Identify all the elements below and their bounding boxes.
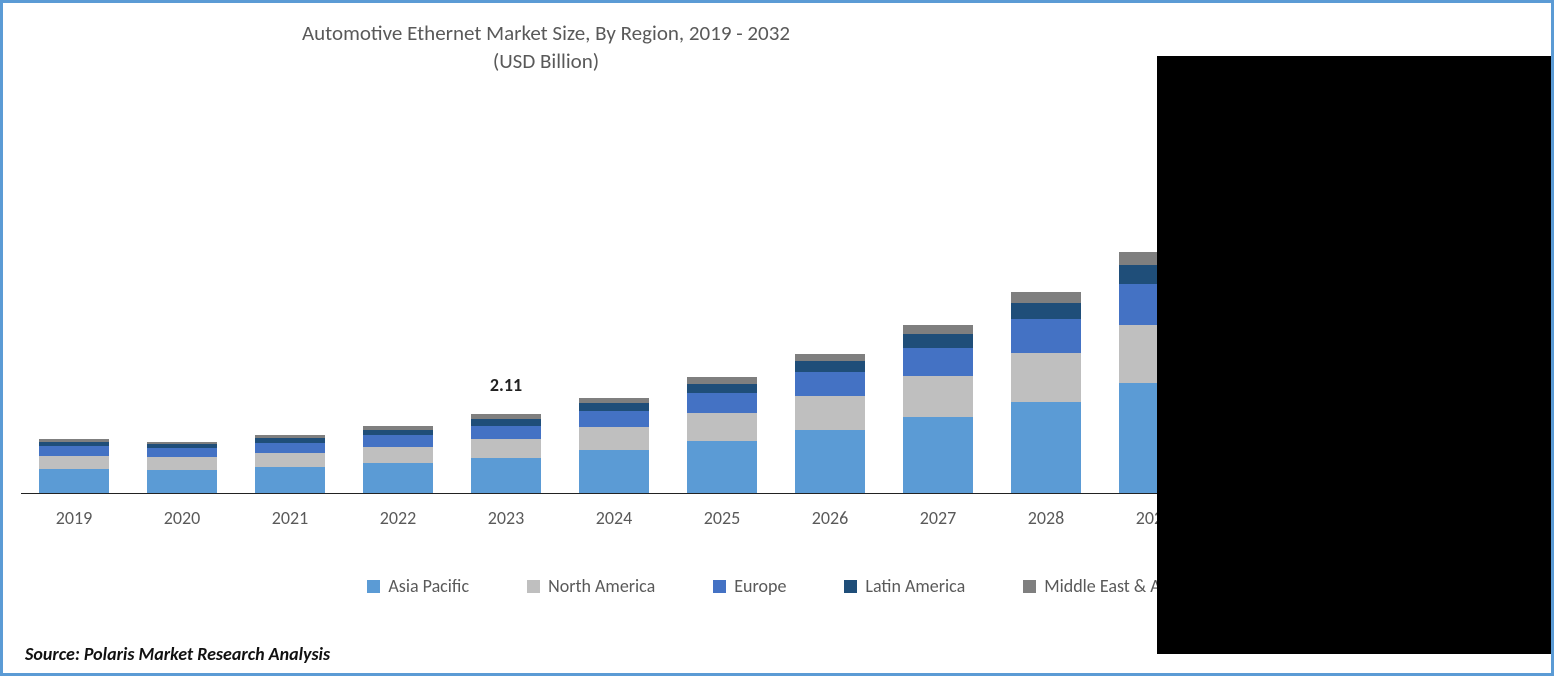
bar-2027 [903,325,973,493]
chart-title: Automotive Ethernet Market Size, By Regi… [21,19,1071,76]
legend-label-north_america: North America [548,575,655,597]
bar-segment-asia_pacific [147,470,217,493]
bar-segment-europe [147,448,217,457]
bar-segment-asia_pacific [363,463,433,493]
legend-label-europe: Europe [734,575,786,597]
bar-segment-north_america [903,376,973,416]
legend-swatch-north_america [527,580,540,593]
bar-segment-europe [903,348,973,377]
bar-segment-latin_america [795,361,865,372]
legend-item-north_america: North America [527,575,655,597]
bar-segment-europe [255,443,325,453]
bar-2021 [255,435,325,493]
x-tick-2026: 2026 [795,507,865,529]
source-note: Source: Polaris Market Research Analysis [25,643,330,665]
chart-frame: Automotive Ethernet Market Size, By Regi… [0,0,1554,676]
bar-segment-europe [795,372,865,396]
bar-segment-europe [1011,319,1081,353]
legend-item-europe: Europe [713,575,786,597]
bar-segment-north_america [471,439,541,458]
bar-2023 [471,414,541,493]
legend-item-latin_america: Latin America [844,575,965,597]
bar-2019 [39,439,109,493]
bar-segment-asia_pacific [1011,402,1081,493]
x-tick-2020: 2020 [147,507,217,529]
bar-segment-north_america [39,456,109,469]
bar-segment-europe [363,435,433,447]
x-tick-2021: 2021 [255,507,325,529]
legend-swatch-middle_east_africa [1023,580,1036,593]
bar-segment-asia_pacific [579,450,649,493]
chart-title-line2: (USD Billion) [493,48,599,74]
bar-2020 [147,442,217,493]
occluding-overlay [1157,56,1551,654]
bar-segment-europe [579,411,649,427]
legend-swatch-europe [713,580,726,593]
bar-2022 [363,426,433,493]
bar-segment-latin_america [579,403,649,411]
bar-segment-north_america [1011,353,1081,401]
bar-segment-north_america [363,447,433,463]
bar-segment-latin_america [1011,303,1081,319]
bar-2025 [687,377,757,493]
x-tick-2019: 2019 [39,507,109,529]
bar-segment-asia_pacific [471,458,541,493]
bar-segment-middle_east_africa [795,354,865,361]
bar-segment-north_america [579,427,649,450]
legend-label-latin_america: Latin America [865,575,965,597]
bar-2028 [1011,292,1081,493]
data-label-2023: 2.11 [490,374,522,396]
bar-segment-europe [687,393,757,413]
bar-segment-asia_pacific [39,469,109,493]
bar-segment-north_america [255,453,325,467]
legend-label-asia_pacific: Asia Pacific [388,575,469,597]
legend-swatch-latin_america [844,580,857,593]
bar-segment-latin_america [903,334,973,347]
bar-segment-asia_pacific [255,467,325,493]
bar-segment-asia_pacific [795,430,865,493]
bar-segment-latin_america [687,384,757,393]
bar-segment-north_america [795,396,865,430]
legend-item-asia_pacific: Asia Pacific [367,575,469,597]
x-tick-2024: 2024 [579,507,649,529]
bar-segment-europe [471,426,541,439]
x-tick-2022: 2022 [363,507,433,529]
bar-2024 [579,398,649,493]
bar-segment-europe [39,446,109,455]
bar-segment-north_america [687,413,757,441]
x-tick-2023: 2023 [471,507,541,529]
x-tick-2025: 2025 [687,507,757,529]
bar-segment-asia_pacific [687,441,757,493]
legend-swatch-asia_pacific [367,580,380,593]
bar-segment-middle_east_africa [1011,292,1081,303]
bar-2026 [795,354,865,493]
bar-segment-middle_east_africa [903,325,973,334]
bar-segment-north_america [147,457,217,470]
bar-segment-asia_pacific [903,417,973,493]
chart-title-line1: Automotive Ethernet Market Size, By Regi… [302,20,790,46]
x-tick-2028: 2028 [1011,507,1081,529]
x-tick-2027: 2027 [903,507,973,529]
